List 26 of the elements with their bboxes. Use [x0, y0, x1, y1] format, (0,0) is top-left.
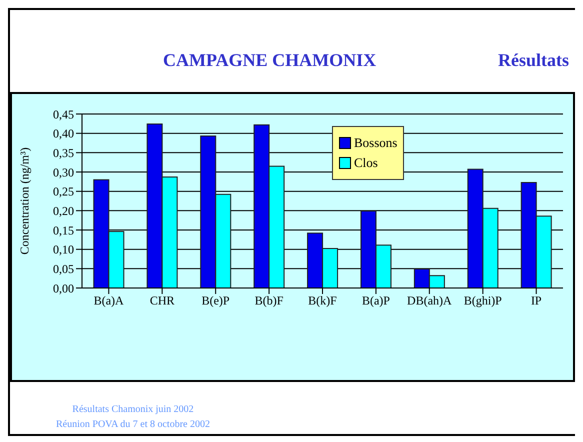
y-tick-label: 0,10 — [53, 242, 74, 257]
legend-label: Clos — [354, 155, 378, 171]
y-tick-label: 0,00 — [53, 281, 74, 296]
x-tick-label: B(a)P — [362, 294, 390, 308]
y-tick-label: 0,40 — [53, 126, 74, 141]
y-tick-label: 0,45 — [53, 107, 74, 122]
y-tick-label: 0,35 — [53, 146, 74, 160]
x-tick-label: B(e)P — [202, 294, 230, 308]
y-axis-title: Concentration (ng/m³) — [17, 147, 32, 255]
x-tick-label: B(k)F — [308, 294, 338, 308]
y-tick-label: 0,15 — [53, 223, 74, 238]
x-tick-label: B(ghi)P — [464, 294, 502, 308]
legend-label: Bossons — [354, 135, 398, 151]
x-tick-label: B(a)A — [94, 294, 124, 308]
y-tick-label: 0,05 — [53, 262, 74, 276]
chart-title: CAMPAGNE CHAMONIX — [163, 50, 376, 71]
x-tick-label: CHR — [150, 294, 175, 308]
y-tick-label: 0,20 — [53, 204, 74, 218]
y-tick-label: 0,25 — [53, 184, 74, 199]
chart-subtitle: Résultats — [498, 50, 569, 71]
x-tick-label: IP — [530, 294, 542, 308]
text: Résultats Chamonix juin 2002 — [71, 404, 195, 415]
x-tick-label: DB(ah)A — [407, 294, 452, 308]
text: Réunion POVA du 7 et 8 octobre 2002 — [55, 419, 211, 430]
y-tick-label: 0,30 — [53, 165, 74, 180]
x-tick-label: B(b)F — [254, 294, 284, 308]
